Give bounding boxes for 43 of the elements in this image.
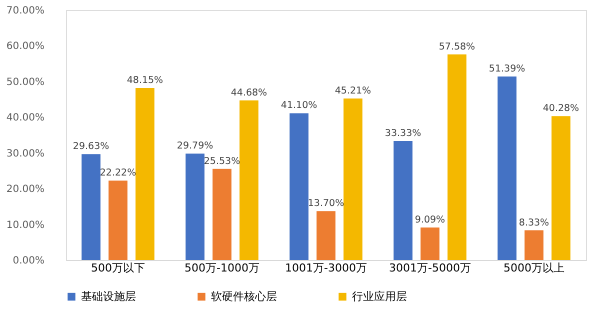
x-tick-label: 5000万以上 [504, 262, 564, 274]
data-label: 9.09% [414, 214, 446, 226]
y-tick-label: 60.00% [6, 41, 44, 52]
data-label: 29.63% [72, 141, 110, 152]
y-tick-label: 0.00% [12, 256, 44, 266]
legend-label: 软硬件核心层 [211, 290, 277, 303]
bar [552, 116, 570, 260]
bar [394, 140, 412, 260]
data-label: 44.68% [230, 87, 268, 98]
x-tick-label: 3001万-5000万 [389, 262, 471, 274]
bar [524, 230, 544, 260]
x-tick-label: 500万以下 [91, 262, 145, 274]
bar [136, 88, 154, 260]
y-tick-label: 10.00% [6, 220, 44, 231]
y-tick-label: 20.00% [6, 184, 44, 196]
bar [82, 154, 100, 260]
legend-label: 行业应用层 [352, 290, 407, 303]
data-label: 45.21% [334, 86, 372, 97]
bar [212, 168, 232, 260]
x-tick-label: 1001万-3000万 [285, 262, 367, 274]
y-tick-label: 70.00% [6, 6, 44, 16]
data-label: 33.33% [384, 128, 422, 139]
data-label: 57.58% [438, 41, 476, 52]
data-label: 48.15% [126, 75, 164, 86]
bar [344, 98, 362, 260]
x-tick-label: 500万-1000万 [184, 262, 260, 274]
bar [240, 100, 258, 260]
data-label: 41.10% [280, 100, 318, 112]
data-label: 29.79% [176, 140, 214, 152]
data-label: 8.33% [518, 217, 550, 228]
bar [420, 228, 440, 260]
y-tick-label: 30.00% [6, 148, 44, 160]
data-label: 40.28% [542, 103, 580, 114]
legend-label: 基础设施层 [81, 290, 136, 303]
bar [108, 180, 128, 260]
data-label: 51.39% [488, 63, 526, 74]
bar [290, 113, 308, 260]
y-tick-label: 40.00% [6, 112, 44, 124]
bar [448, 54, 466, 260]
y-tick-label: 50.00% [6, 76, 44, 88]
bar [498, 76, 516, 260]
bar [186, 154, 204, 260]
bar [316, 211, 336, 260]
